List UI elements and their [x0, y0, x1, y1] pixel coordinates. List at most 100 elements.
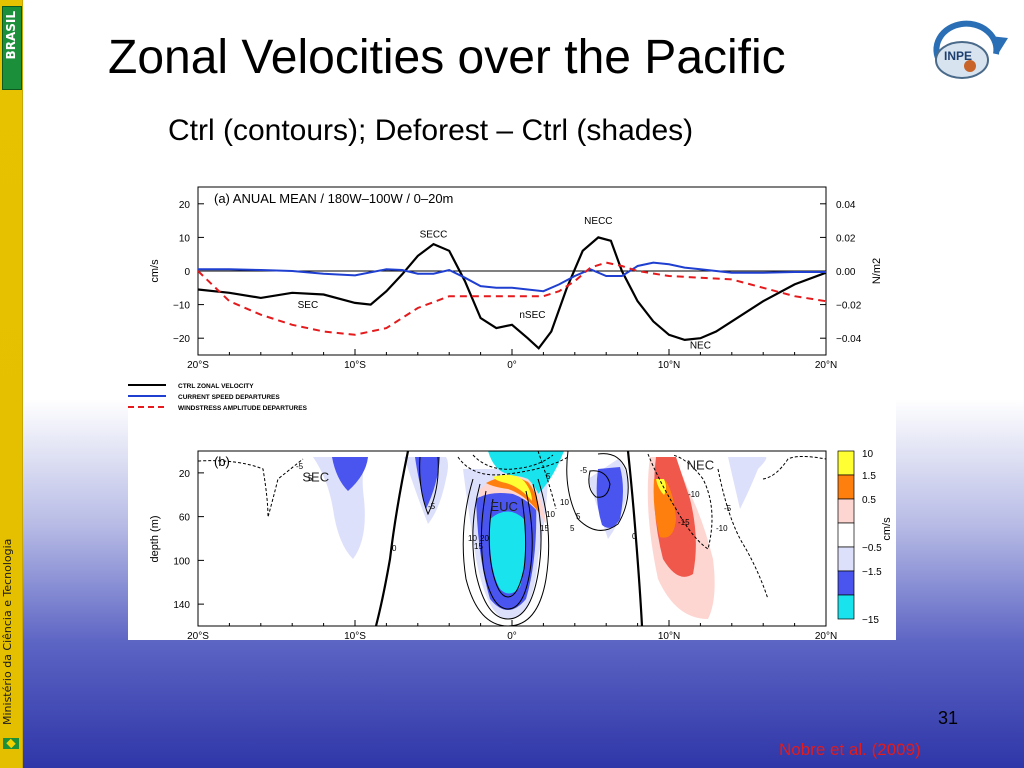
colorbar-label: cm/s	[881, 517, 893, 541]
x-tick-label: 20°N	[815, 631, 837, 640]
contour-value-label: -15	[678, 518, 690, 527]
colorbar-tick-label: −1.5	[862, 567, 882, 578]
contour-line	[647, 453, 713, 550]
figure-svg: (a) ANUAL MEAN / 180W–100W / 0–20m 20100…	[128, 186, 893, 642]
annotation-label: NECC	[584, 216, 612, 227]
contour-value-label: -10	[688, 490, 700, 499]
depth-tick-label: 60	[179, 513, 191, 524]
shade-region	[653, 479, 676, 538]
brasil-logo: BRASIL	[2, 6, 22, 90]
contour-value-label: 15	[540, 524, 549, 533]
annotation-label: SECC	[420, 229, 448, 240]
colorbar: 10 1.5 0.5 −0.5 −1.5 −15	[837, 449, 882, 626]
colorbar-swatch	[837, 522, 855, 548]
colorbar-tick-label: −0.5	[862, 543, 882, 554]
citation: Nobre et al. (2009)	[779, 740, 921, 759]
inpe-logo: INPE	[933, 20, 1008, 79]
contour-value-label: 10	[560, 498, 569, 507]
ministry-label: Ministério da Ciência e Tecnologia	[1, 538, 14, 725]
contour-value-label: 5	[308, 474, 313, 483]
series-line-2	[198, 261, 826, 293]
contour-line	[566, 451, 629, 531]
y-tick-right-label: 0.04	[836, 200, 856, 211]
x-tick-label: 20°S	[187, 631, 209, 640]
x-tick-label: 0°	[507, 631, 517, 640]
legend-label: WINDSTRESS AMPLITUDE DEPARTURES	[178, 405, 308, 412]
y-tick-left-label: 20	[179, 200, 191, 211]
slide-number: 31	[938, 708, 959, 728]
series-line-1	[198, 236, 826, 350]
x-tick-label: 20°N	[815, 360, 837, 371]
colorbar-swatch	[837, 450, 855, 476]
contour-value-label: 0	[392, 544, 397, 553]
shade-region	[332, 457, 368, 491]
colorbar-swatch	[837, 474, 855, 500]
contour-value-label: -5	[428, 502, 436, 511]
x-tick-label: 20°S	[187, 360, 209, 371]
contour-line	[488, 498, 527, 598]
y-tick-left-label: −20	[173, 334, 190, 345]
colorbar-swatch	[837, 546, 855, 572]
contour-value-label: -5	[296, 462, 304, 471]
contour-value-label: 5	[546, 472, 551, 481]
contour-line	[462, 478, 550, 626]
x-tick-label: 10°N	[658, 631, 680, 640]
annotation-label: SEC	[302, 470, 329, 485]
y-tick-right-label: −0.04	[836, 334, 862, 345]
colorbar-swatch	[837, 498, 855, 524]
contour-line	[480, 490, 533, 610]
annotation-label: NEC	[690, 340, 711, 351]
y-tick-right-label: 0.00	[836, 267, 856, 278]
contour-value-label: 10	[468, 534, 477, 543]
side-strip: BRASIL Ministério da Ciência e Tecnologi…	[0, 0, 23, 768]
y-tick-left-label: −10	[173, 301, 190, 312]
y-tick-right-label: −0.02	[836, 301, 862, 312]
contour-value-label: 20	[480, 534, 489, 543]
shade-region	[488, 451, 564, 494]
contour-line	[717, 468, 769, 600]
panel-b-contours	[198, 451, 826, 626]
x-tick-label: 10°S	[344, 631, 366, 640]
panel-a-label: (a) ANUAL MEAN / 180W–100W / 0–20m	[214, 191, 453, 206]
contour-value-label: -5	[724, 504, 732, 513]
contour-value-label: 10	[546, 510, 555, 519]
contour-value-label: 5	[570, 524, 575, 533]
contour-line	[762, 456, 826, 480]
panel-b-label: (b)	[214, 454, 230, 469]
contour-line	[472, 454, 554, 470]
contour-line	[588, 470, 611, 498]
shade-region	[415, 457, 440, 509]
contour-value-label: 15	[474, 542, 483, 551]
contour-line	[626, 451, 644, 626]
shade-region	[493, 474, 532, 501]
brazil-flag-icon	[3, 738, 19, 749]
depth-tick-label: 20	[179, 469, 191, 480]
shade-region	[656, 479, 666, 495]
shade-region	[596, 467, 623, 528]
contour-value-label: 0	[632, 532, 637, 541]
depth-tick-label: 100	[173, 556, 190, 567]
colorbar-swatch	[837, 570, 855, 596]
contour-value-label: 5	[576, 512, 581, 521]
x-tick-label: 10°S	[344, 360, 366, 371]
contour-line	[198, 458, 304, 518]
depth-tick-label: 140	[173, 600, 190, 611]
x-tick-label: 10°N	[658, 360, 680, 371]
colorbar-tick-label: 0.5	[862, 495, 876, 506]
contour-value-label: -5	[580, 466, 588, 475]
depth-axis-label: depth (m)	[149, 515, 161, 562]
legend-label: CURRENT SPEED DEPARTURES	[178, 394, 280, 401]
contour-line	[472, 483, 542, 620]
x-tick-label: 0°	[507, 360, 517, 371]
figure-panel: (a) ANUAL MEAN / 180W–100W / 0–20m 20 10 0…	[128, 179, 896, 642]
y-tick-left-label: 10	[179, 233, 191, 244]
svg-text:INPE: INPE	[944, 49, 972, 63]
contour-line	[537, 451, 557, 510]
series-line-3	[198, 261, 826, 336]
contour-line	[419, 456, 439, 516]
contour-line	[457, 456, 569, 476]
colorbar-tick-label: −15	[862, 615, 879, 626]
colorbar-swatch	[837, 594, 855, 620]
annotation-label: NEC	[687, 458, 714, 473]
annotation-label: SEC	[298, 300, 319, 311]
